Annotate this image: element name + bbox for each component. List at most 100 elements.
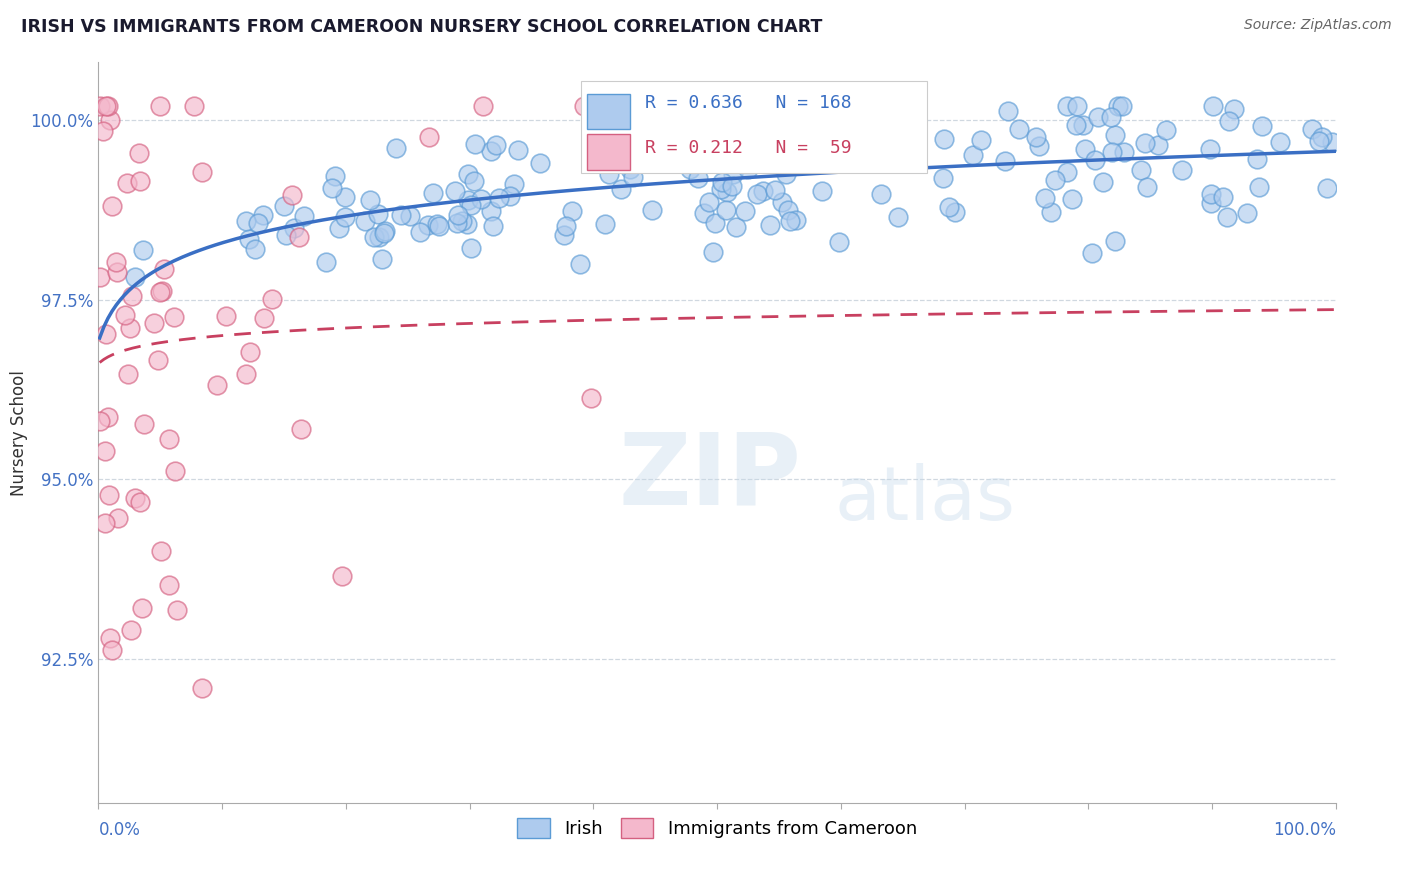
Point (460, 241, 482, 255)
Point (121, 289, 143, 303)
Point (274, 228, 297, 243)
Point (1199, 142, 1222, 156)
Bar (581, 81, 928, 173)
Point (472, 98, 495, 112)
Point (446, 216, 468, 230)
Point (1087, 110, 1109, 124)
Point (1250, 119, 1272, 133)
Point (778, 202, 800, 217)
Point (129, 173, 152, 187)
Point (290, 422, 312, 436)
Point (994, 154, 1017, 169)
Point (418, 130, 440, 145)
Point (333, 211, 356, 225)
Point (943, 205, 966, 219)
Bar (588, 94, 630, 129)
Point (595, 217, 617, 231)
Point (1060, 192, 1083, 206)
Point (425, 217, 447, 231)
Point (456, 217, 478, 231)
Point (89, 270, 111, 285)
Point (1308, 135, 1330, 149)
Point (205, 378, 228, 392)
Point (333, 190, 356, 204)
Point (120, 623, 142, 637)
Point (463, 174, 485, 188)
Point (619, 162, 641, 177)
Point (610, 181, 633, 195)
Point (124, 270, 146, 285)
Point (561, 204, 583, 219)
Point (485, 138, 508, 153)
Point (149, 98, 172, 112)
Point (859, 121, 882, 136)
Point (763, 182, 786, 196)
Point (849, 150, 872, 164)
Point (283, 220, 305, 235)
Point (367, 230, 389, 244)
Point (641, 141, 664, 155)
Point (1236, 206, 1258, 220)
Text: 0.0%: 0.0% (98, 822, 141, 839)
Point (498, 188, 520, 202)
Point (97, 98, 120, 112)
Point (1320, 135, 1343, 149)
Point (810, 184, 832, 198)
Point (725, 219, 748, 234)
Point (354, 214, 377, 228)
Point (688, 171, 710, 186)
Point (734, 145, 756, 159)
Bar (588, 135, 630, 169)
Point (997, 103, 1019, 118)
Point (710, 182, 733, 196)
Point (183, 98, 205, 112)
Point (150, 284, 173, 298)
Point (938, 200, 960, 214)
Point (238, 344, 260, 359)
Point (479, 144, 502, 158)
Point (553, 228, 575, 243)
Point (281, 187, 304, 202)
Point (747, 186, 769, 201)
Point (252, 208, 274, 222)
Point (157, 578, 180, 592)
Text: R = 0.212   N =  59: R = 0.212 N = 59 (645, 138, 852, 157)
Point (447, 208, 470, 222)
Point (315, 254, 337, 268)
Point (825, 134, 848, 148)
Point (699, 195, 721, 210)
Point (1246, 152, 1268, 166)
Point (104, 254, 127, 268)
Point (101, 199, 124, 213)
Point (464, 136, 486, 151)
Point (1136, 180, 1159, 194)
Point (770, 194, 793, 209)
Point (641, 203, 664, 218)
Point (904, 124, 927, 138)
Point (292, 209, 315, 223)
Point (664, 133, 686, 147)
Point (149, 285, 172, 299)
Point (1133, 136, 1156, 151)
Point (734, 203, 756, 218)
Point (260, 293, 283, 307)
Point (721, 167, 744, 181)
Point (1247, 180, 1270, 194)
Point (1170, 163, 1192, 178)
Point (91, 124, 114, 138)
Point (506, 144, 529, 158)
Point (1056, 164, 1078, 178)
Point (128, 145, 150, 160)
Point (568, 257, 591, 271)
Point (1104, 128, 1126, 143)
Point (97, 487, 120, 501)
Point (692, 206, 714, 220)
Point (1199, 196, 1222, 211)
Point (1114, 145, 1136, 159)
Text: Source: ZipAtlas.com: Source: ZipAtlas.com (1244, 18, 1392, 32)
Point (93, 516, 115, 530)
Point (862, 98, 884, 112)
Point (737, 161, 759, 176)
Point (1056, 98, 1078, 112)
Point (422, 186, 444, 201)
